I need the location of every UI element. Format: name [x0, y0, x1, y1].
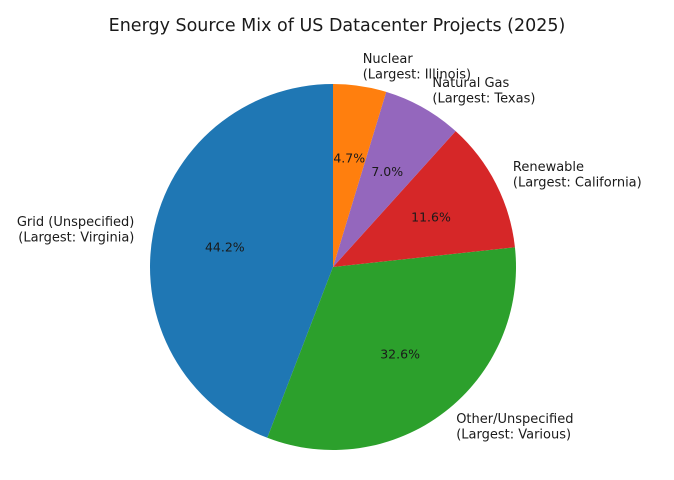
slice-pct-label-1: 32.6% — [380, 347, 420, 362]
slice-pct-label-3: 7.0% — [371, 164, 403, 179]
pie-slice-0 — [149, 84, 333, 438]
pie-slice-2 — [333, 131, 515, 267]
slice-label-2: Renewable (Largest: California) — [513, 160, 642, 191]
pie-slice-3 — [333, 91, 456, 267]
slice-pct-label-2: 11.6% — [411, 210, 451, 225]
slice-label-4: Nuclear (Largest: Illinois) — [363, 52, 471, 82]
slice-label-3: Natural Gas (Largest: Texas) — [432, 76, 535, 107]
slice-pct-label-0: 44.2% — [205, 239, 245, 254]
slice-pct-label-4: 4.7% — [333, 151, 365, 166]
chart-title: Energy Source Mix of US Datacenter Proje… — [108, 16, 566, 36]
pie-slice-4 — [333, 84, 387, 267]
slice-label-0: Grid (Unspecified) (Largest: Virginia) — [17, 215, 135, 246]
pie-slice-1 — [267, 247, 517, 451]
slice-label-1: Other/Unspecified (Largest: Various) — [456, 412, 573, 443]
